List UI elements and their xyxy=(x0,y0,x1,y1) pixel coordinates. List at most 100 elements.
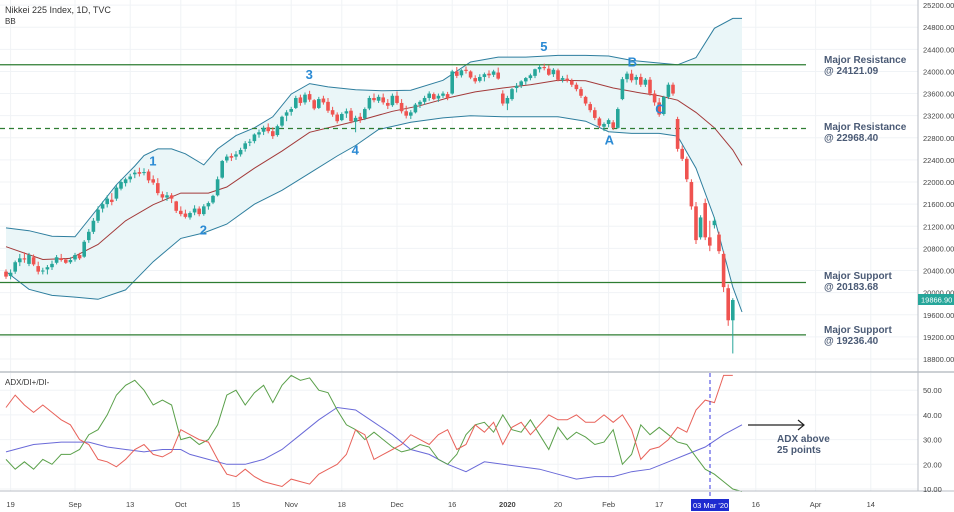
candle xyxy=(363,107,367,121)
candle-body xyxy=(381,97,385,103)
candle xyxy=(344,108,349,118)
candle-body xyxy=(160,194,165,198)
price-tick-label: 19600.00 xyxy=(923,311,954,320)
candle xyxy=(105,195,109,208)
candle xyxy=(317,96,321,110)
candle xyxy=(634,74,638,85)
candle xyxy=(570,78,574,87)
candle-body xyxy=(77,255,82,259)
candle xyxy=(271,127,275,139)
candle xyxy=(381,93,385,105)
candle-body xyxy=(441,93,445,96)
candle xyxy=(473,75,477,84)
candle xyxy=(82,240,86,258)
candle xyxy=(404,105,408,119)
candle xyxy=(551,68,556,77)
candle-body xyxy=(491,71,496,75)
candle-body xyxy=(376,96,381,101)
candle-body xyxy=(708,237,712,246)
resistance-2-value: @ 22968.40 xyxy=(824,133,879,144)
candle-body xyxy=(519,81,523,86)
price-tick-label: 24800.00 xyxy=(923,23,954,32)
candle-body xyxy=(36,266,40,272)
candle xyxy=(252,133,257,144)
candle-body xyxy=(114,187,119,199)
candle-body xyxy=(4,271,8,277)
price-tick-label: 23200.00 xyxy=(923,112,954,121)
candle xyxy=(441,91,445,98)
candle xyxy=(238,147,243,157)
series-adx-line xyxy=(5,406,743,480)
candle-body xyxy=(634,76,638,80)
candle xyxy=(156,178,160,196)
candle-body xyxy=(625,73,629,80)
time-tick-label: 17 xyxy=(655,500,663,509)
candle-body xyxy=(312,100,316,109)
candle-body xyxy=(685,158,689,180)
candle-body xyxy=(303,94,307,103)
candle xyxy=(524,76,528,85)
candle-body xyxy=(652,93,657,103)
adx-tick-label: 40.00 xyxy=(923,411,942,420)
candle xyxy=(8,269,13,280)
candle xyxy=(583,95,588,106)
candle-body xyxy=(556,70,560,80)
candle xyxy=(537,64,542,73)
candle xyxy=(409,110,413,119)
candle-body xyxy=(450,71,454,94)
candle xyxy=(248,138,252,147)
time-tick-label: 2020 xyxy=(499,500,516,509)
candle xyxy=(119,179,123,191)
time-tick-label: Dec xyxy=(390,500,404,509)
candle-body xyxy=(413,104,418,113)
candle xyxy=(340,112,344,122)
price-tick-label: 19200.00 xyxy=(923,333,954,342)
candle-body xyxy=(427,93,431,98)
candle xyxy=(192,205,197,216)
price-tick-label: 24000.00 xyxy=(923,67,954,76)
candle-body xyxy=(501,93,505,104)
candle xyxy=(367,95,372,111)
candle xyxy=(514,83,519,93)
candle xyxy=(625,71,629,83)
candle-body xyxy=(225,156,229,161)
candle-body xyxy=(183,213,188,217)
candle-body xyxy=(330,110,335,115)
candle-body xyxy=(542,67,546,69)
candle-body xyxy=(289,109,293,112)
candle xyxy=(45,264,50,275)
candle xyxy=(128,173,132,183)
candle xyxy=(100,201,105,213)
candle-body xyxy=(510,89,514,100)
candle-body xyxy=(399,102,404,112)
candle-body xyxy=(395,95,399,103)
candle xyxy=(59,253,63,262)
candle xyxy=(657,97,661,117)
time-tick-label: 15 xyxy=(232,500,240,509)
candle-body xyxy=(574,84,579,90)
candle xyxy=(726,284,730,326)
time-tick-label: 16 xyxy=(752,500,760,509)
candle-body xyxy=(675,118,680,149)
time-tick-label: Oct xyxy=(175,500,188,509)
wave-label-b: B xyxy=(628,54,637,69)
adx-note-line2: 25 points xyxy=(777,445,821,456)
time-tick-label: Feb xyxy=(602,500,615,509)
candle xyxy=(27,252,31,267)
candle xyxy=(298,94,303,106)
candle-body xyxy=(298,97,303,103)
candle-body xyxy=(238,149,243,155)
candle xyxy=(666,82,671,100)
candle-body xyxy=(616,109,620,128)
candle xyxy=(133,169,137,179)
candle-body xyxy=(197,208,201,215)
candle-body xyxy=(570,80,574,85)
price-tick-label: 22000.00 xyxy=(923,178,954,187)
candle-body xyxy=(179,210,183,215)
time-tick-label: 19 xyxy=(6,500,14,509)
candle-body xyxy=(712,220,717,226)
candle xyxy=(652,90,657,106)
candle xyxy=(721,251,726,293)
candle xyxy=(574,82,579,92)
